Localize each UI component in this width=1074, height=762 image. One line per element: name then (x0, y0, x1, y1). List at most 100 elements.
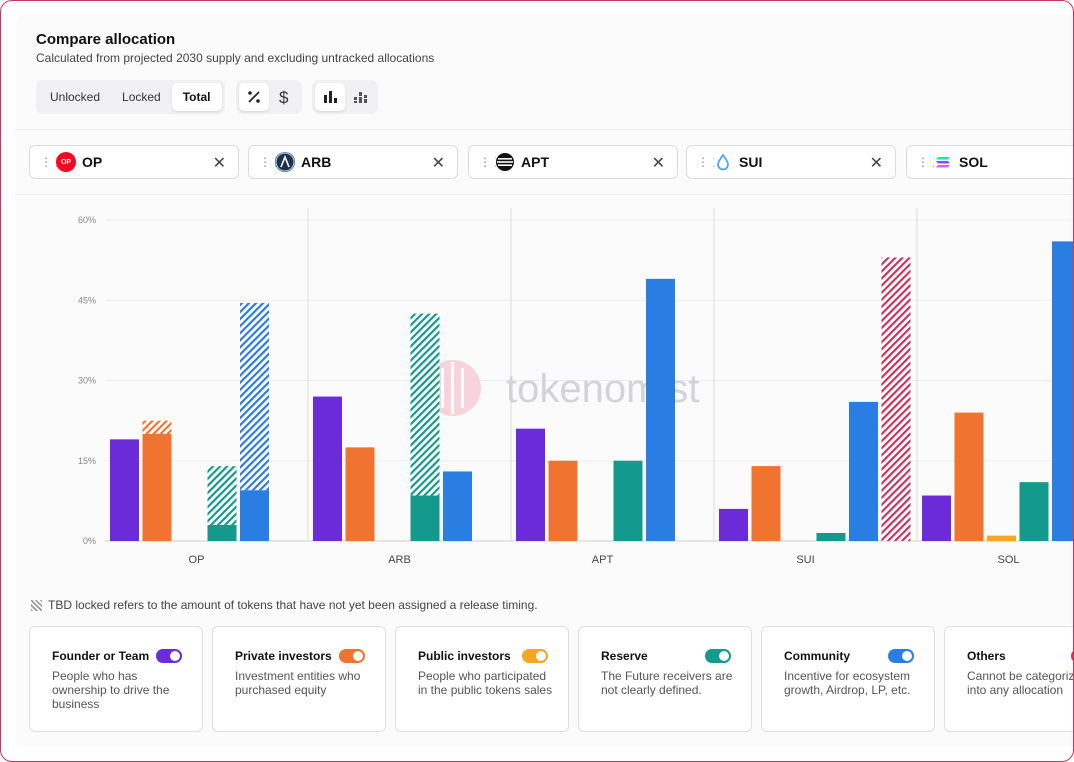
page-title: Compare allocation (36, 31, 176, 48)
y-tick-label: 30% (78, 376, 96, 386)
unit-toggle: $ (236, 80, 302, 114)
bar[interactable] (345, 447, 375, 541)
token-chip-arb[interactable]: ⋮⋮ ARB ✕ (248, 145, 458, 179)
sol-logo-icon (933, 152, 953, 172)
card-description: Investment entities who purchased equity (235, 669, 361, 697)
hatch-pattern-icon (31, 599, 42, 611)
token-name: SUI (739, 154, 763, 170)
mode-unlocked[interactable]: Unlocked (50, 90, 101, 104)
bar[interactable] (1019, 482, 1049, 541)
bar[interactable] (849, 401, 878, 541)
allocation-card-public-investors: Public investors People who participated … (395, 626, 569, 732)
bar-tbd-locked[interactable] (881, 257, 911, 541)
allocation-card-reserve: Reserve The Future receivers are not clea… (578, 626, 752, 732)
apt-logo-icon (495, 152, 515, 172)
drag-handle-icon[interactable]: ⋮⋮ (917, 155, 940, 169)
mode-total[interactable]: Total (171, 83, 222, 111)
page-subtitle: Calculated from projected 2030 supply an… (36, 51, 435, 65)
token-name: SOL (959, 154, 988, 170)
card-title: Community (784, 649, 850, 663)
grouped-bar-icon[interactable] (315, 83, 345, 111)
token-chip-sui[interactable]: ⋮⋮ SUI ✕ (686, 145, 896, 179)
card-title: Reserve (601, 649, 648, 663)
bar-tbd-locked[interactable] (410, 313, 440, 496)
card-description: The Future receivers are not clearly def… (601, 669, 733, 697)
bar[interactable] (410, 495, 440, 541)
bar[interactable] (719, 508, 748, 541)
close-icon[interactable]: ✕ (869, 155, 883, 172)
y-tick-label: 45% (78, 295, 96, 305)
mode-locked[interactable]: Locked (122, 90, 161, 104)
bar[interactable] (816, 532, 846, 541)
drag-handle-icon[interactable]: ⋮⋮ (697, 155, 720, 169)
drag-handle-icon[interactable]: ⋮⋮ (479, 155, 502, 169)
bar[interactable] (954, 412, 984, 541)
percent-icon[interactable] (239, 83, 269, 111)
x-tick-label: APT (592, 554, 614, 566)
allocation-card-others: Others Cannot be categorized into any all… (944, 626, 1074, 732)
visibility-toggle[interactable] (1071, 649, 1073, 663)
bar[interactable] (646, 278, 675, 541)
drag-handle-icon[interactable]: ⋮⋮ (259, 155, 282, 169)
allocation-card-founder-or-team: Founder or Team People who has ownership … (29, 626, 203, 732)
bar[interactable] (613, 460, 643, 541)
card-title: Founder or Team (52, 649, 150, 663)
bar[interactable] (548, 460, 578, 541)
card-description: People who participated in the public to… (418, 669, 553, 697)
visibility-toggle[interactable] (888, 649, 914, 663)
close-icon[interactable]: ✕ (212, 155, 226, 172)
y-tick-label: 15% (78, 456, 96, 466)
visibility-toggle[interactable] (522, 649, 548, 663)
bar[interactable] (443, 471, 472, 541)
allocation-card-private-investors: Private investors Investment entities who… (212, 626, 386, 732)
op-logo-icon: OP (56, 152, 76, 172)
x-tick-label: ARB (388, 554, 411, 566)
card-title: Public investors (418, 649, 511, 663)
bar[interactable] (922, 495, 951, 541)
bar[interactable] (240, 490, 269, 541)
token-name: APT (521, 154, 549, 170)
card-title: Private investors (235, 649, 332, 663)
card-description: People who has ownership to drive the bu… (52, 669, 170, 711)
bar[interactable] (1052, 241, 1074, 541)
visibility-toggle[interactable] (156, 649, 182, 663)
card-description: Incentive for ecosystem growth, Airdrop,… (784, 669, 911, 697)
divider (15, 194, 1073, 195)
bar[interactable] (516, 428, 545, 541)
tbd-note: TBD locked refers to the amount of token… (31, 598, 538, 612)
close-icon[interactable]: ✕ (651, 155, 665, 172)
dollar-icon[interactable]: $ (269, 83, 299, 111)
y-tick-label: 60% (78, 215, 96, 225)
bar-tbd-locked[interactable] (240, 302, 269, 491)
x-tick-label: SUI (796, 554, 814, 566)
bar[interactable] (987, 535, 1016, 541)
mode-toggle: Unlocked Locked Total (36, 80, 225, 114)
stacked-bar-icon[interactable] (345, 83, 375, 111)
bar-tbd-locked[interactable] (142, 420, 172, 434)
token-chip-apt[interactable]: ⋮⋮ APT ✕ (468, 145, 678, 179)
token-chip-sol[interactable]: ⋮⋮ SOL (906, 145, 1073, 179)
svg-text:$: $ (279, 88, 289, 106)
bar[interactable] (313, 396, 342, 541)
card-description: Cannot be categorized into any allocatio… (967, 669, 1074, 697)
bar[interactable] (751, 466, 781, 541)
token-chip-op[interactable]: ⋮⋮ OP OP ✕ (29, 145, 239, 179)
bar[interactable] (110, 439, 139, 541)
tbd-note-text: TBD locked refers to the amount of token… (48, 598, 538, 612)
chart-type-toggle (312, 80, 378, 114)
x-tick-label: OP (189, 554, 205, 566)
visibility-toggle[interactable] (339, 649, 365, 663)
bar-tbd-locked[interactable] (207, 466, 237, 525)
close-icon[interactable]: ✕ (431, 155, 445, 172)
x-tick-label: SOL (997, 554, 1019, 566)
token-name: ARB (301, 154, 332, 170)
card-title: Others (967, 649, 1006, 663)
drag-handle-icon[interactable]: ⋮⋮ (40, 155, 63, 169)
visibility-toggle[interactable] (705, 649, 731, 663)
bar[interactable] (142, 434, 172, 541)
allocation-card-community: Community Incentive for ecosystem growth,… (761, 626, 935, 732)
bar[interactable] (207, 524, 237, 541)
token-name: OP (82, 154, 103, 170)
divider (15, 129, 1073, 130)
